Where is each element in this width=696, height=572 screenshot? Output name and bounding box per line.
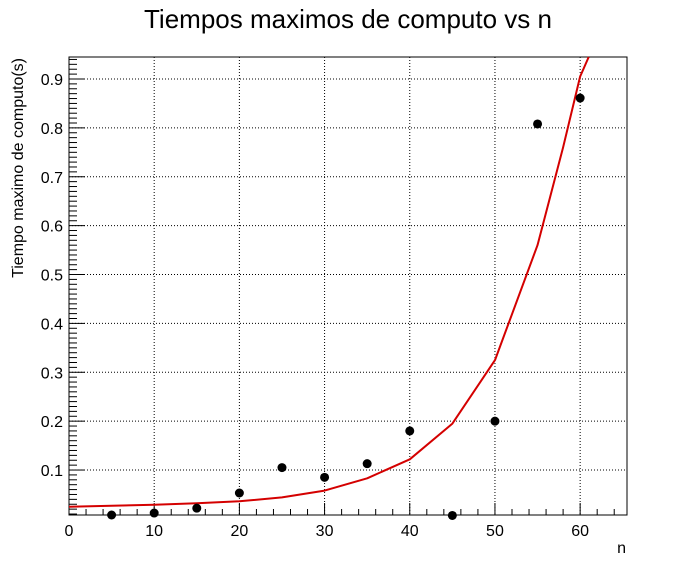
y-tick-label: 0.4 <box>41 316 63 333</box>
data-point <box>575 93 585 103</box>
fit-curve <box>68 56 590 508</box>
y-tick-label: 0.7 <box>41 170 63 187</box>
x-tick-label: 40 <box>401 523 419 540</box>
y-axis-label: Tiempo maximo de computo(s) <box>10 58 27 278</box>
x-tick-label: 30 <box>316 523 334 540</box>
data-point <box>362 459 372 469</box>
data-point <box>234 488 244 498</box>
y-tick-label: 0.1 <box>41 463 63 480</box>
data-point <box>447 510 457 520</box>
data-point <box>320 472 330 482</box>
x-axis-label: n <box>617 540 626 557</box>
y-tick-label: 0.5 <box>41 268 63 285</box>
x-tick-label: 10 <box>145 523 163 540</box>
data-point <box>277 463 287 473</box>
x-tick-label: 60 <box>571 523 589 540</box>
x-tick-label: 0 <box>65 523 74 540</box>
plot-frame <box>68 56 628 516</box>
fit-curve-line <box>68 56 590 508</box>
y-tick-label: 0.6 <box>41 219 63 236</box>
data-point <box>405 426 415 436</box>
data-point <box>192 503 202 513</box>
x-tick-label: 20 <box>230 523 248 540</box>
y-tick-label: 0.2 <box>41 414 63 431</box>
axis-ticks <box>68 58 615 515</box>
plot-border <box>68 56 628 516</box>
data-point <box>107 510 117 520</box>
y-tick-label: 0.3 <box>41 365 63 382</box>
data-point <box>149 508 159 518</box>
tick-labels: 0 10 20 30 40 50 60 0.1 0.2 0.3 0.4 0.5 0.6 0.7 0.8 0.9 <box>41 72 589 540</box>
data-point <box>533 119 543 129</box>
data-points <box>107 93 585 520</box>
x-tick-label: 50 <box>486 523 504 540</box>
y-tick-label: 0.9 <box>41 72 63 89</box>
chart-title: Tiempos maximos de computo vs n <box>144 4 552 34</box>
grid-lines <box>69 57 627 515</box>
y-tick-label: 0.8 <box>41 121 63 138</box>
data-point <box>490 416 500 426</box>
